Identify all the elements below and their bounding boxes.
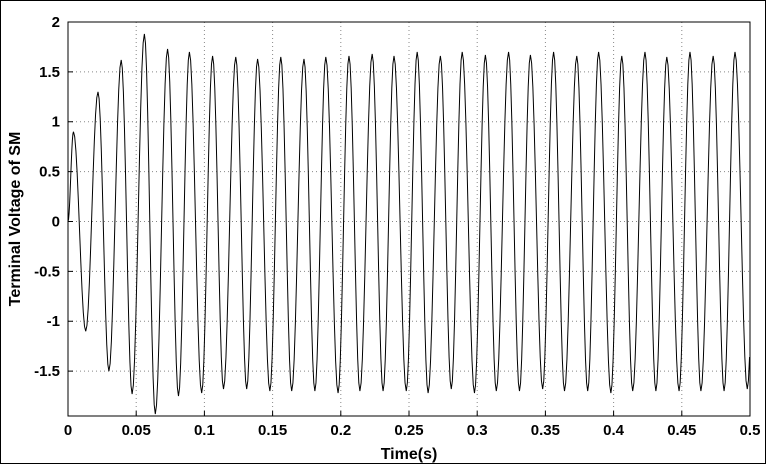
x-tick-label: 0.25 (394, 422, 423, 439)
y-tick-label: 2 (52, 14, 60, 31)
x-tick-label: 0.1 (194, 422, 215, 439)
y-tick-label: -0.5 (34, 263, 60, 280)
x-tick-label: 0.05 (122, 422, 151, 439)
x-tick-label: 0.15 (258, 422, 287, 439)
x-axis-label: Time(s) (381, 446, 438, 463)
y-tick-label: -1 (47, 313, 60, 330)
y-tick-label: 0 (52, 213, 60, 230)
y-tick-label: 0.5 (39, 164, 60, 181)
x-tick-label: 0.5 (740, 422, 761, 439)
x-tick-label: 0.3 (467, 422, 488, 439)
x-tick-label: 0.4 (603, 422, 625, 439)
y-axis-label: Terminal Voltage of SM (7, 132, 24, 307)
y-tick-label: -1.5 (34, 363, 60, 380)
x-tick-label: 0.35 (531, 422, 560, 439)
series-line-terminal-voltage (67, 33, 751, 415)
x-tick-label: 0.45 (667, 422, 696, 439)
y-tick-label: 1 (52, 114, 60, 131)
y-tick-label: 1.5 (39, 64, 60, 81)
x-axis-ticks: 0 0.05 0.1 0.15 0.2 0.25 0.3 0.35 0.4 0.45 0.5 (64, 411, 761, 439)
x-tick-label: 0.2 (330, 422, 351, 439)
y-axis-ticks: 2 1.5 1 0.5 0 -0.5 -1 -1.5 (34, 14, 73, 380)
x-tick-label: 0 (64, 422, 72, 439)
